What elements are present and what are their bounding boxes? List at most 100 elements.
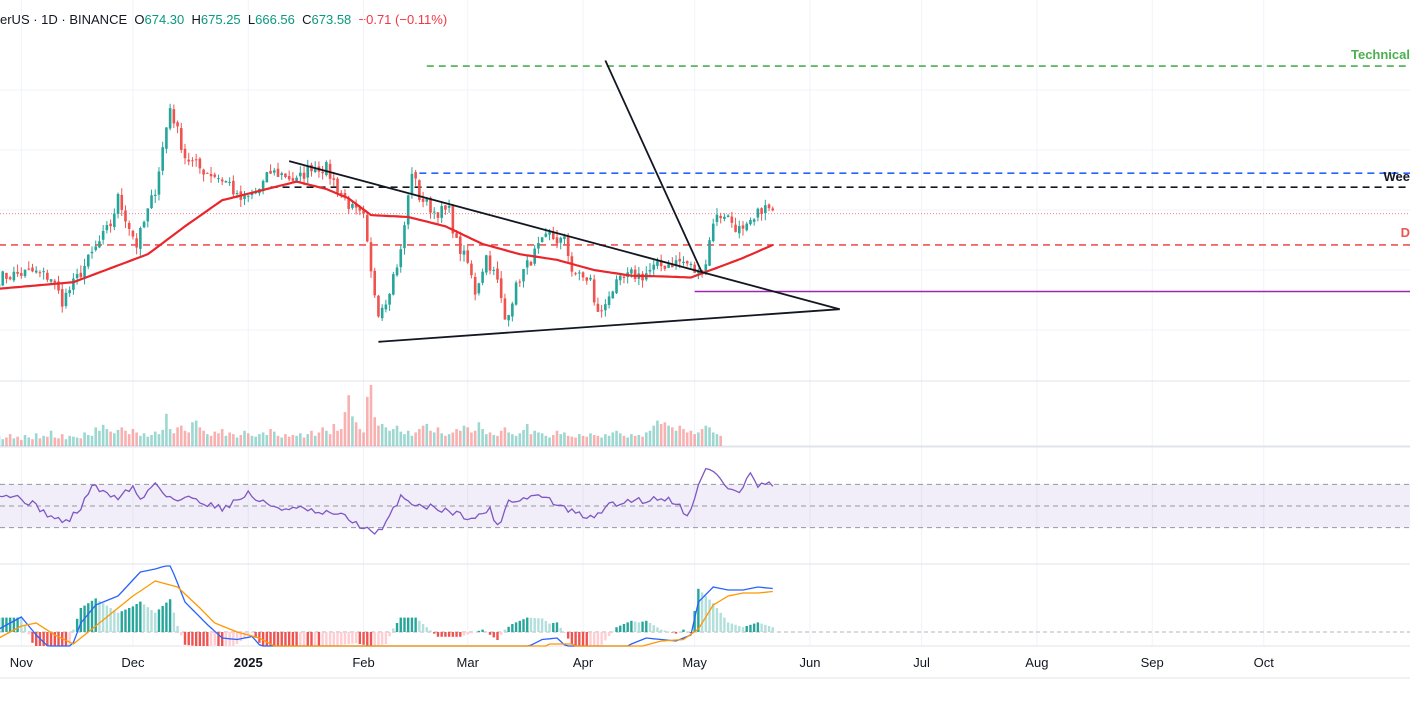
candle-body[interactable] [689,263,693,266]
candle-body[interactable] [511,303,514,317]
candle-body[interactable] [425,198,429,202]
candle-body[interactable] [682,261,685,264]
candle-body[interactable] [183,148,187,159]
candles[interactable] [0,103,775,327]
candle-body[interactable] [488,255,492,271]
candle-body[interactable] [477,283,481,294]
candle-body[interactable] [667,264,670,268]
candle-body[interactable] [321,171,324,174]
candle-body[interactable] [217,178,220,180]
candle-body[interactable] [604,304,607,311]
candle-body[interactable] [146,208,150,222]
candle-body[interactable] [771,208,775,211]
candle-body[interactable] [607,296,611,305]
candle-body[interactable] [325,162,328,176]
candle-body[interactable] [518,281,522,283]
candle-body[interactable] [384,304,388,310]
candle-body[interactable] [261,180,265,190]
candle-body[interactable] [447,205,451,208]
candle-body[interactable] [544,233,548,237]
candle-body[interactable] [377,295,380,317]
candle-body[interactable] [540,237,544,242]
candle-body[interactable] [206,172,209,174]
candle-body[interactable] [27,268,31,270]
candle-body[interactable] [633,269,637,279]
candle-body[interactable] [187,159,191,162]
candle-body[interactable] [46,272,49,280]
candle-body[interactable] [176,122,179,127]
candle-body[interactable] [23,269,27,277]
candle-body[interactable] [243,195,246,200]
candle-body[interactable] [127,222,131,229]
candle-body[interactable] [715,214,719,222]
candle-body[interactable] [615,279,618,294]
candle-body[interactable] [611,291,615,299]
candle-body[interactable] [726,215,730,218]
candle-body[interactable] [280,173,284,176]
candle-body[interactable] [109,223,112,227]
candle-body[interactable] [365,215,369,242]
candle-body[interactable] [75,274,79,279]
candle-body[interactable] [31,267,34,272]
candle-body[interactable] [120,194,124,210]
candle-body[interactable] [678,258,682,262]
candle-body[interactable] [648,269,652,272]
candle-body[interactable] [142,221,146,228]
candle-body[interactable] [767,204,771,209]
candle-body[interactable] [641,273,644,281]
candle-body[interactable] [410,173,414,195]
candle-body[interactable] [336,178,339,193]
candle-body[interactable] [585,277,589,281]
candle-body[interactable] [730,216,734,223]
candle-body[interactable] [209,173,213,177]
candle-body[interactable] [652,264,656,270]
candle-body[interactable] [764,205,767,214]
candle-body[interactable] [406,195,410,225]
candle-body[interactable] [559,237,563,243]
candle-body[interactable] [313,167,317,172]
candle-body[interactable] [8,277,12,280]
candle-body[interactable] [589,277,592,280]
candle-body[interactable] [514,282,518,305]
candle-body[interactable] [94,246,98,251]
candle-body[interactable] [492,269,496,271]
candle-body[interactable] [72,278,75,290]
candle-body[interactable] [566,236,570,257]
candle-body[interactable] [436,212,440,218]
candle-body[interactable] [462,250,466,255]
candle-body[interactable] [68,290,71,294]
candle-body[interactable] [749,220,752,225]
candle-body[interactable] [306,165,310,178]
candle-body[interactable] [224,180,228,183]
candle-body[interactable] [34,270,38,273]
candle-body[interactable] [470,263,473,276]
candle-body[interactable] [458,236,462,254]
candle-body[interactable] [191,160,194,162]
candle-body[interactable] [250,192,254,196]
candle-body[interactable] [284,173,287,178]
candle-body[interactable] [697,271,700,274]
candle-body[interactable] [451,205,455,234]
candle-body[interactable] [16,271,19,274]
candle-body[interactable] [83,265,86,278]
candle-body[interactable] [310,164,313,172]
candle-body[interactable] [711,223,715,242]
candle-body[interactable] [235,193,239,195]
candle-body[interactable] [551,231,555,239]
candle-body[interactable] [1,271,5,286]
candle-body[interactable] [485,255,488,273]
candle-body[interactable] [618,275,622,281]
candle-body[interactable] [5,272,8,279]
candle-body[interactable] [499,278,503,299]
candle-body[interactable] [574,273,577,275]
candle-body[interactable] [581,272,585,278]
candle-body[interactable] [466,250,470,263]
candle-body[interactable] [548,232,551,235]
candle-body[interactable] [202,169,205,175]
candle-body[interactable] [392,274,395,295]
candle-body[interactable] [161,147,164,171]
trendline[interactable] [288,160,840,311]
candle-body[interactable] [295,177,298,181]
candle-body[interactable] [752,219,756,222]
